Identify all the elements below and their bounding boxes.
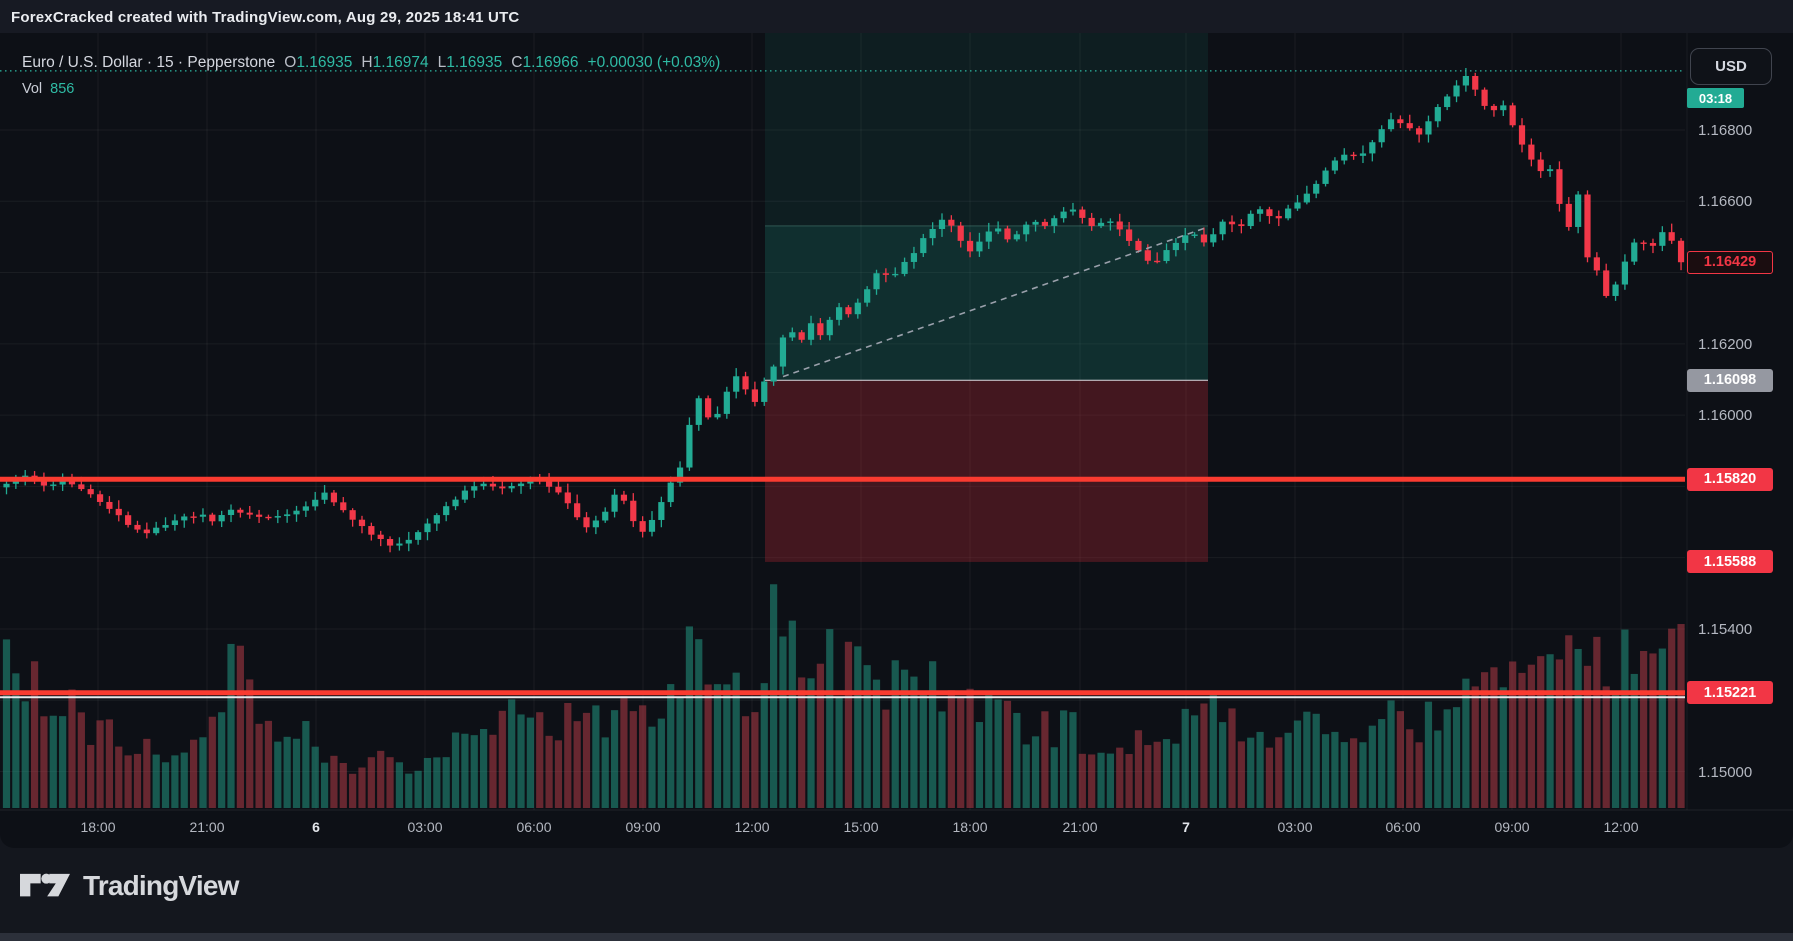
price-tick-label: 1.16000 (1698, 407, 1753, 425)
last-price-label: 1.16429 (1687, 250, 1773, 274)
high-label: H (361, 54, 373, 71)
chart-legend: Euro / U.S. Dollar · 15 · Pepperstone O1… (22, 54, 720, 72)
time-label: 06:00 (1385, 819, 1421, 835)
close-label: C (511, 54, 523, 71)
price-tick-label: 1.16200 (1698, 335, 1753, 353)
price-tick-label: 1.16600 (1698, 193, 1753, 211)
tradingview-logo-text[interactable]: TradingView (83, 870, 239, 901)
volume-legend: Vol 856 (22, 81, 74, 97)
watermark-text: ForexCracked created with TradingView.co… (11, 9, 520, 26)
change-value: +0.00030 (+0.03%) (587, 54, 721, 71)
low-value: 1.16935 (446, 54, 503, 71)
time-label: 18:00 (952, 819, 988, 835)
tradingview-logo-icon[interactable] (20, 871, 70, 901)
time-label: 21:00 (1062, 819, 1098, 835)
time-label: 21:00 (189, 819, 225, 835)
time-label: 03:00 (407, 819, 443, 835)
volume-label: Vol (22, 81, 43, 97)
time-label: 09:00 (625, 819, 661, 835)
time-label: 7 (1182, 819, 1190, 835)
open-label: O (284, 54, 297, 71)
time-label: 09:00 (1494, 819, 1530, 835)
open-value: 1.16935 (296, 54, 353, 71)
time-label: 03:00 (1277, 819, 1313, 835)
time-axis[interactable]: 18:00 21:00 6 03:00 06:00 09:00 12:00 15:00 18:0… (0, 810, 1793, 848)
close-value: 1.16966 (522, 54, 579, 71)
low-label: L (437, 54, 447, 71)
watermark-bar: ForexCracked created with TradingView.co… (0, 0, 1793, 33)
price-level-label: 1.16098 (1687, 368, 1773, 392)
symbol-title[interactable]: Euro / U.S. Dollar · 15 · Pepperstone (22, 54, 276, 71)
volume-series (2, 584, 1685, 808)
time-label: 6 (312, 819, 320, 835)
high-value: 1.16974 (372, 54, 429, 71)
price-level-label: 1.15820 (1687, 467, 1773, 491)
candle-series (3, 67, 1685, 553)
time-label: 18:00 (80, 819, 116, 835)
time-label: 12:00 (734, 819, 770, 835)
price-level-label: 1.15221 (1687, 681, 1773, 705)
currency-button[interactable]: USD (1690, 48, 1772, 85)
volume-value: 856 (50, 81, 75, 97)
price-level-label: 1.15588 (1687, 550, 1773, 574)
price-tick-label: 1.15000 (1698, 763, 1753, 781)
price-axis[interactable]: 1.16800 1.16600 1.16200 1.16000 1.15400 1.150… (1685, 33, 1793, 813)
bar-countdown-badge: 03:18 (1687, 88, 1744, 108)
window-bottom-strip (0, 933, 1793, 941)
time-label: 15:00 (843, 819, 879, 835)
time-label: 12:00 (1603, 819, 1639, 835)
price-tick-label: 1.15400 (1698, 620, 1753, 638)
price-tick-label: 1.16800 (1698, 122, 1753, 139)
time-label: 06:00 (516, 819, 552, 835)
footer: TradingView (20, 870, 239, 902)
